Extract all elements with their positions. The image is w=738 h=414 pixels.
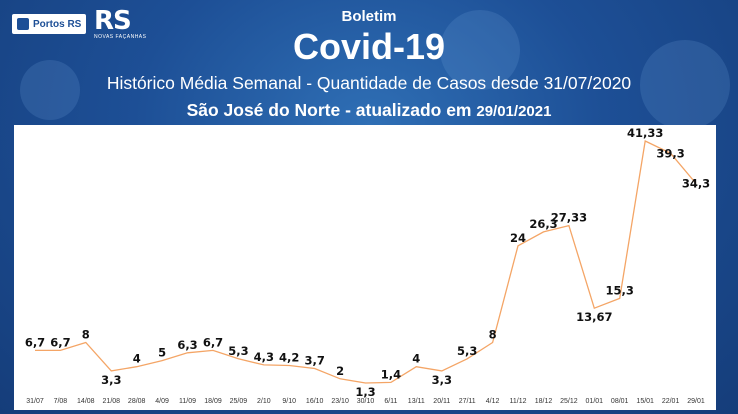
data-label: 5,3	[457, 344, 477, 358]
data-label: 6,3	[177, 338, 197, 352]
chart-panel: 6,7 31/07 6,7 7/08 8 14/08 3,3 21/08 4 28/08 5 4/09…	[14, 125, 716, 410]
x-tick-label: 11/12	[510, 398, 527, 405]
virus-decoration	[20, 60, 80, 120]
anchor-icon	[17, 18, 29, 30]
data-label: 8	[489, 328, 497, 342]
x-tick-label: 01/01	[586, 398, 604, 405]
data-label: 39,3	[656, 146, 684, 160]
x-tick-label: 25/09	[230, 398, 248, 405]
x-tick-label: 18/12	[535, 398, 553, 405]
x-tick-label: 30/10	[357, 398, 375, 405]
data-label: 5	[158, 346, 166, 360]
data-label: 13,67	[576, 310, 612, 324]
data-label: 1,4	[381, 367, 401, 381]
data-label: 5,3	[228, 344, 248, 358]
data-label: 4,3	[254, 350, 274, 364]
x-tick-label: 21/08	[103, 398, 121, 405]
virus-decoration	[640, 40, 730, 130]
location-label: São José do Norte - atualizado em	[186, 100, 472, 120]
data-label: 26,3	[529, 217, 557, 231]
x-tick-label: 18/09	[204, 398, 222, 405]
chart-subtitle: Histórico Média Semanal - Quantidade de …	[106, 73, 632, 93]
x-tick-label: 6/11	[384, 398, 397, 405]
data-label: 6,7	[50, 335, 70, 349]
data-label: 15,3	[606, 283, 634, 297]
x-tick-label: 13/11	[408, 398, 425, 405]
x-tick-label: 27/11	[459, 398, 476, 405]
data-label: 24	[510, 231, 526, 245]
data-label: 3,7	[305, 354, 325, 368]
x-tick-label: 29/01	[687, 398, 705, 405]
x-tick-label: 2/10	[257, 398, 271, 405]
x-tick-label: 15/01	[636, 398, 654, 405]
bulletin-label: Boletim	[341, 8, 397, 25]
data-label: 4	[412, 352, 420, 366]
data-label: 27,33	[551, 211, 587, 225]
location-line: São José do Norte - atualizado em 29/01/…	[0, 100, 738, 121]
series-line	[35, 140, 697, 384]
data-label: 6,7	[203, 335, 223, 349]
data-label: 1,3	[355, 385, 375, 399]
x-tick-label: 14/08	[77, 398, 95, 405]
line-chart: 6,7 31/07 6,7 7/08 8 14/08 3,3 21/08 4 28/08 5 4/09…	[25, 126, 710, 405]
data-label: 6,7	[25, 335, 45, 349]
page-title: Covid-19	[292, 26, 446, 67]
data-label: 2	[336, 364, 344, 378]
data-label: 34,3	[682, 177, 710, 191]
x-tick-label: 28/08	[128, 398, 146, 405]
x-tick-label: 08/01	[611, 398, 629, 405]
data-label: 4	[133, 352, 141, 366]
rs-government-logo: RS NOVAS FAÇANHAS	[94, 6, 147, 40]
x-tick-label: 23/10	[331, 398, 349, 405]
updated-date: 29/01/2021	[476, 103, 552, 120]
x-tick-label: 4/09	[155, 398, 169, 405]
x-tick-label: 20/11	[433, 398, 450, 405]
brand-label: Portos RS	[33, 18, 82, 30]
data-label: 3,3	[432, 373, 452, 387]
x-tick-label: 4/12	[486, 398, 500, 405]
data-label: 41,33	[627, 126, 663, 140]
x-tick-label: 11/09	[179, 398, 196, 405]
data-label: 4,2	[279, 351, 299, 365]
portos-rs-logo: Portos RS	[12, 14, 86, 34]
x-tick-label: 22/01	[662, 398, 680, 405]
x-tick-label: 25/12	[560, 398, 578, 405]
data-label: 3,3	[101, 373, 121, 387]
x-tick-label: 31/07	[26, 398, 44, 405]
virus-decoration	[440, 10, 520, 90]
data-label: 8	[82, 328, 90, 342]
x-tick-label: 7/08	[54, 398, 68, 405]
x-tick-label: 9/10	[282, 398, 296, 405]
x-tick-label: 16/10	[306, 398, 324, 405]
